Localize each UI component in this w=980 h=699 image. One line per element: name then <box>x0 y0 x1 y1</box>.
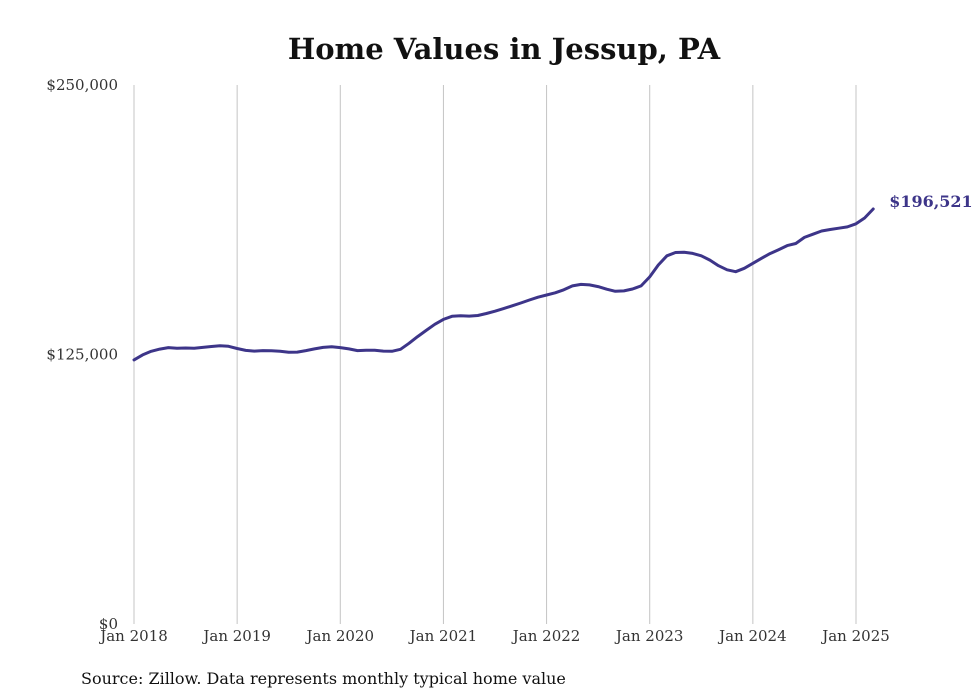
x-tick-label: Jan 2019 <box>201 627 271 645</box>
y-tick-label: $250,000 <box>46 76 118 94</box>
y-axis-tick-labels: $0 $125,000 $250,000 <box>46 76 118 633</box>
chart-title: Home Values in Jessup, PA <box>288 32 721 66</box>
x-tick-label: Jan 2023 <box>614 627 684 645</box>
y-tick-label: $125,000 <box>46 346 118 364</box>
home-value-line <box>132 207 875 362</box>
x-tick-label: Jan 2024 <box>717 627 787 645</box>
x-tick-label: Jan 2020 <box>305 627 375 645</box>
x-tick-label: Jan 2021 <box>408 627 478 645</box>
y-tick-label: $0 <box>99 615 118 633</box>
latest-value-label: $196,521 <box>889 192 973 211</box>
x-tick-label: Jan 2018 <box>98 627 168 645</box>
x-tick-label: Jan 2022 <box>511 627 581 645</box>
x-axis-tick-labels: Jan 2018 Jan 2019 Jan 2020 Jan 2021 Jan 2022… <box>98 627 890 645</box>
source-note: Source: Zillow. Data represents monthly … <box>81 669 566 688</box>
gridlines <box>133 85 857 624</box>
x-tick-label: Jan 2025 <box>820 627 890 645</box>
